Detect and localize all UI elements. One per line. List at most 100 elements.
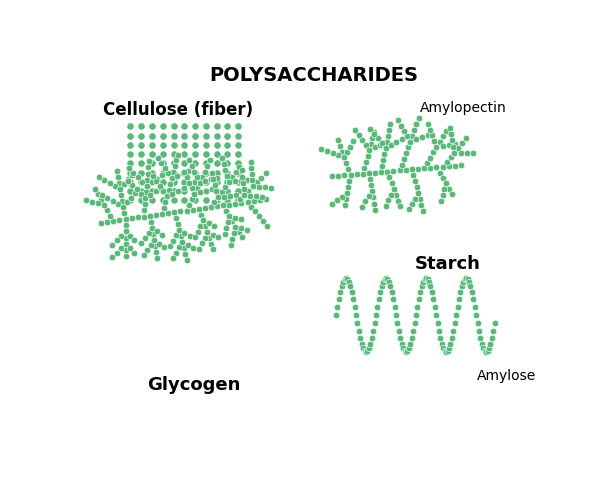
Point bbox=[233, 122, 243, 130]
Point bbox=[108, 253, 118, 261]
Point bbox=[179, 229, 189, 237]
Point bbox=[93, 190, 103, 198]
Point bbox=[407, 334, 417, 342]
Point bbox=[484, 344, 494, 352]
Point bbox=[327, 199, 337, 207]
Point bbox=[144, 229, 154, 237]
Point bbox=[198, 216, 208, 224]
Point bbox=[96, 195, 106, 203]
Point bbox=[456, 149, 466, 157]
Point bbox=[411, 311, 421, 319]
Point bbox=[231, 223, 241, 231]
Point bbox=[407, 200, 417, 208]
Point bbox=[225, 212, 234, 220]
Point bbox=[218, 201, 228, 209]
Point bbox=[179, 196, 189, 204]
Point bbox=[182, 256, 192, 264]
Point bbox=[332, 303, 342, 311]
Point bbox=[142, 246, 152, 254]
Point bbox=[370, 143, 379, 151]
Point bbox=[389, 185, 398, 193]
Point bbox=[136, 168, 146, 176]
Point bbox=[471, 311, 481, 319]
Point bbox=[361, 348, 371, 356]
Point bbox=[423, 275, 433, 283]
Point bbox=[121, 215, 130, 223]
Point bbox=[162, 192, 172, 200]
Point bbox=[248, 197, 258, 205]
Point bbox=[247, 176, 257, 184]
Point bbox=[169, 196, 179, 204]
Point bbox=[201, 187, 211, 195]
Point bbox=[263, 221, 272, 229]
Point bbox=[125, 187, 135, 195]
Point bbox=[431, 163, 441, 171]
Text: Cellulose (fiber): Cellulose (fiber) bbox=[103, 101, 253, 119]
Point bbox=[179, 132, 189, 140]
Point bbox=[231, 200, 241, 208]
Point bbox=[477, 340, 487, 348]
Point bbox=[434, 327, 444, 335]
Point bbox=[127, 181, 137, 189]
Point bbox=[337, 192, 347, 200]
Point bbox=[115, 185, 125, 193]
Point bbox=[141, 188, 151, 196]
Point bbox=[220, 183, 230, 191]
Point bbox=[204, 219, 214, 227]
Point bbox=[462, 149, 472, 157]
Point bbox=[341, 195, 351, 203]
Point bbox=[450, 149, 460, 157]
Point bbox=[157, 210, 167, 218]
Point bbox=[225, 200, 234, 208]
Point bbox=[358, 170, 368, 178]
Point bbox=[206, 203, 216, 211]
Point bbox=[226, 240, 236, 248]
Point bbox=[169, 168, 179, 176]
Point bbox=[260, 183, 270, 191]
Point bbox=[470, 303, 480, 311]
Point bbox=[147, 224, 157, 232]
Point bbox=[410, 194, 420, 202]
Point bbox=[218, 201, 228, 209]
Point bbox=[140, 200, 150, 208]
Point bbox=[201, 187, 211, 195]
Point bbox=[365, 125, 375, 133]
Point bbox=[190, 190, 200, 198]
Point bbox=[141, 182, 151, 190]
Point bbox=[127, 193, 136, 201]
Point bbox=[102, 194, 112, 202]
Point bbox=[213, 193, 223, 201]
Point bbox=[450, 140, 460, 148]
Point bbox=[375, 288, 385, 296]
Point bbox=[463, 275, 472, 283]
Point bbox=[359, 164, 369, 172]
Point bbox=[201, 141, 211, 149]
Point bbox=[230, 214, 240, 222]
Text: Amylose: Amylose bbox=[477, 369, 536, 383]
Point bbox=[258, 217, 268, 225]
Point bbox=[352, 170, 362, 178]
Point bbox=[393, 196, 403, 204]
Point bbox=[125, 141, 135, 149]
Point bbox=[468, 295, 478, 303]
Point bbox=[136, 178, 146, 186]
Point bbox=[358, 170, 368, 178]
Point bbox=[198, 216, 208, 224]
Point bbox=[195, 222, 205, 230]
Point bbox=[435, 138, 444, 146]
Point bbox=[200, 222, 210, 230]
Point bbox=[447, 190, 457, 198]
Point bbox=[239, 191, 249, 199]
Point bbox=[119, 203, 129, 211]
Point bbox=[177, 238, 187, 246]
Point bbox=[417, 201, 427, 209]
Point bbox=[490, 319, 499, 327]
Point bbox=[233, 159, 243, 167]
Point bbox=[94, 172, 104, 180]
Point bbox=[248, 182, 258, 190]
Point bbox=[444, 344, 454, 352]
Point bbox=[458, 139, 468, 147]
Point bbox=[234, 228, 244, 236]
Point bbox=[212, 187, 222, 195]
Point bbox=[146, 218, 156, 226]
